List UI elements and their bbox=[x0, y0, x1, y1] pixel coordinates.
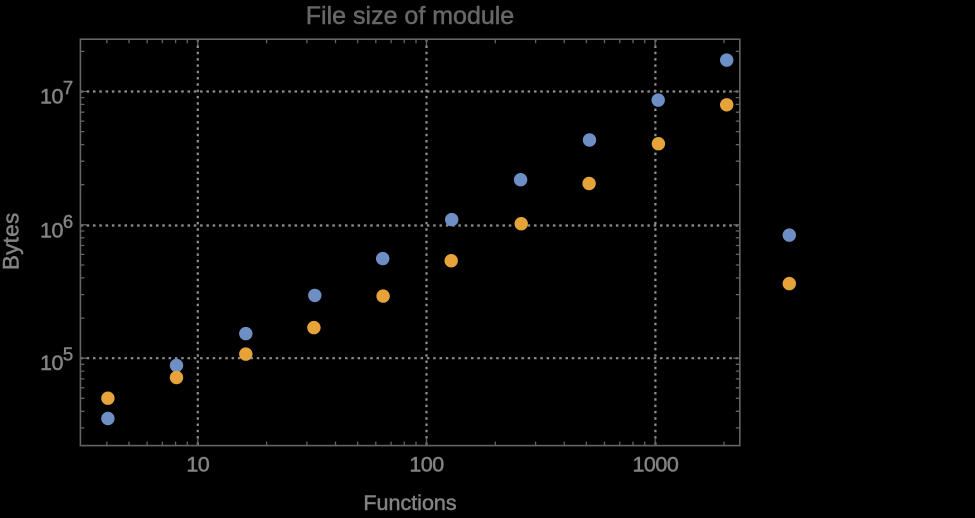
svg-text:6: 6 bbox=[63, 211, 73, 232]
svg-text:100: 100 bbox=[409, 453, 444, 477]
svg-text:1000: 1000 bbox=[632, 453, 678, 477]
svg-text:7: 7 bbox=[63, 77, 73, 98]
svg-text:10: 10 bbox=[40, 85, 63, 109]
svg-text:10: 10 bbox=[40, 219, 63, 243]
svg-text:File size of module: File size of module bbox=[306, 2, 514, 30]
svg-text:5: 5 bbox=[63, 344, 73, 365]
svg-text:Functions: Functions bbox=[363, 491, 456, 513]
svg-text:10: 10 bbox=[186, 453, 209, 477]
svg-text:10: 10 bbox=[40, 351, 63, 375]
svg-text:Bytes: Bytes bbox=[0, 212, 23, 270]
